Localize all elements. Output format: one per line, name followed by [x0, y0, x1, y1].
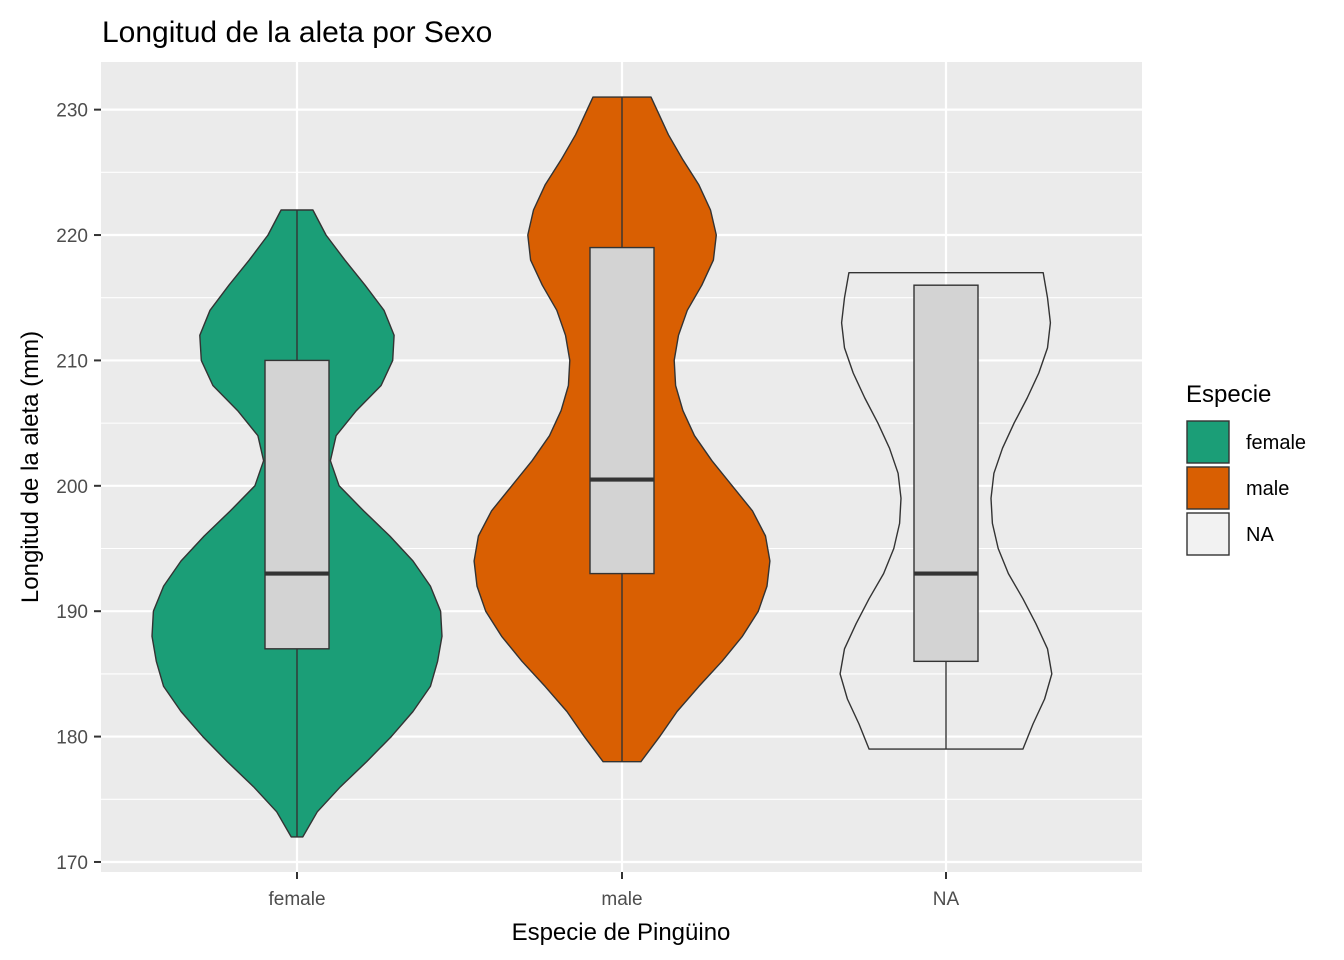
legend-key-NA	[1186, 512, 1230, 556]
y-tick-label: 200	[56, 477, 88, 498]
box-layer	[264, 97, 979, 837]
violin-NA	[839, 272, 1053, 750]
legend-label-male: male	[1246, 478, 1289, 500]
legend-label-female: female	[1246, 432, 1306, 454]
legend-label-NA: NA	[1246, 524, 1274, 546]
x-tick-label: female	[268, 889, 325, 910]
box-male	[589, 246, 655, 575]
axis-layer: 170 180 190 200 210 220 230 female male NA	[56, 101, 959, 910]
box-female	[264, 359, 330, 650]
x-tick-label: male	[601, 889, 642, 910]
y-tick-label: 180	[56, 728, 88, 749]
legend-key-male	[1186, 466, 1230, 510]
y-tick-label: 220	[56, 226, 88, 247]
y-tick-label: 190	[56, 602, 88, 623]
legend-title: Especie	[1186, 381, 1271, 408]
box-NA	[913, 284, 979, 663]
legend: Especie female male NA	[1186, 381, 1306, 556]
y-tick-label: 210	[56, 351, 88, 372]
y-tick-label: 230	[56, 101, 88, 122]
x-axis-title: Especie de Pingüino	[512, 919, 731, 946]
x-tick-label: NA	[933, 889, 960, 910]
legend-key-female	[1186, 420, 1230, 464]
y-tick-label: 170	[56, 853, 88, 874]
chart-title: Longitud de la aleta por Sexo	[102, 16, 492, 49]
y-axis-title: Longitud de la aleta (mm)	[17, 331, 44, 603]
